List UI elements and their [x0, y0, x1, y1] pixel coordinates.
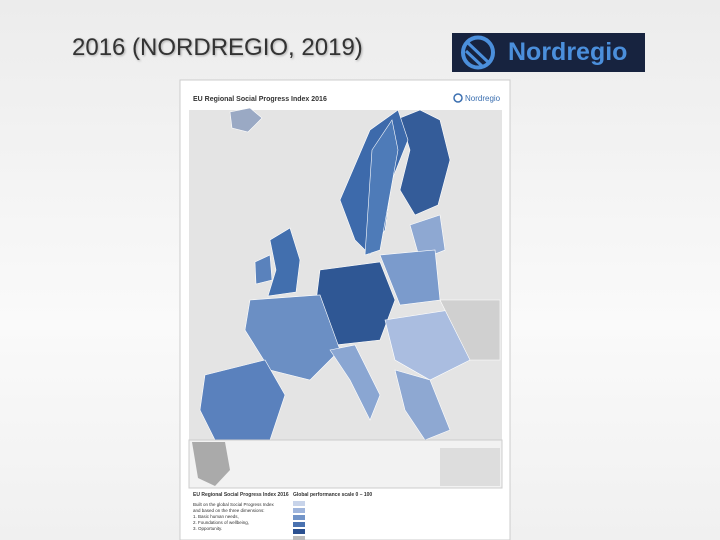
legend-description: Built on the global Social Progress Inde… — [193, 502, 275, 507]
legend-description: 2. Foundations of wellbeing, — [193, 520, 249, 525]
legend-description: 1. Basic human needs, — [193, 514, 239, 519]
land — [199, 107, 501, 441]
slide-title: 2016 (NORDREGIO, 2019) — [72, 34, 363, 61]
logo-icon — [461, 35, 495, 70]
map-title: EU Regional Social Progress Index 2016 — [193, 96, 327, 103]
logo: Nordregio — [452, 33, 645, 72]
logo-text: Nordregio — [508, 38, 628, 66]
legend-scale-title: Global performance scale 0 – 100 — [293, 492, 372, 498]
legend-title: EU Regional Social Progress Index 2016 — [193, 492, 289, 498]
legend-swatches — [293, 501, 305, 540]
legend-description: 3. Opportunity. — [193, 526, 222, 531]
map-logo: Nordregio — [465, 94, 501, 103]
legend-description: and based on the three dimensions: — [193, 508, 265, 513]
